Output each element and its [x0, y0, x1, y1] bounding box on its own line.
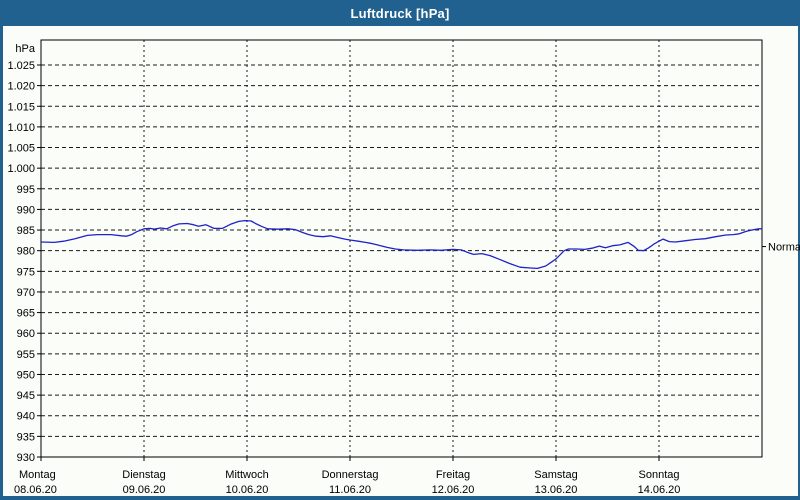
y-tick-label: 965: [17, 308, 35, 320]
x-day-label: Mittwoch: [225, 469, 268, 481]
x-day-label: Dienstag: [122, 469, 165, 481]
x-date-label: 08.06.20: [14, 484, 57, 496]
y-tick-label: 1.010: [7, 122, 35, 134]
page-title: Luftdruck [hPa]: [350, 5, 450, 21]
y-tick-label: 945: [17, 390, 35, 402]
window-border-left: [0, 26, 3, 500]
plot-border: [40, 39, 763, 458]
x-day-label: Donnerstag: [322, 469, 379, 481]
window-border-bottom: [0, 496, 800, 500]
y-axis-unit-label: hPa: [15, 43, 35, 55]
y-tick-label: 990: [17, 204, 35, 216]
normal-marker-label: Normal: [768, 242, 800, 254]
y-tick-label: 1.025: [7, 60, 35, 72]
pressure-chart: 1.025 1.020 1.015 1.010 1.005 1.000 995 990 985 9…: [0, 26, 800, 500]
pressure-line-chart-svg: 1.025 1.020 1.015 1.010 1.005 1.000 995 990 985 9…: [7, 39, 800, 496]
y-tick-label: 950: [17, 369, 35, 381]
y-tick-label: 1.020: [7, 81, 35, 93]
y-tick-label: 955: [17, 349, 35, 361]
y-tick-label: 935: [17, 431, 35, 443]
y-tick-label: 940: [17, 411, 35, 423]
y-tick-label: 995: [17, 184, 35, 196]
window-border-right: [798, 26, 800, 500]
x-day-label: Sonntag: [639, 469, 680, 481]
y-tick-label: 1.015: [7, 101, 35, 113]
y-tick-label: 970: [17, 287, 35, 299]
y-tick-label: 1.000: [7, 163, 35, 175]
x-date-label: 09.06.20: [123, 484, 166, 496]
y-tick-label: 930: [17, 452, 35, 464]
y-tick-label: 985: [17, 225, 35, 237]
x-date-label: 10.06.20: [226, 484, 269, 496]
x-date-label: 11.06.20: [329, 484, 371, 496]
x-day-label: Montag: [19, 469, 56, 481]
titlebar: Luftdruck [hPa]: [0, 0, 800, 26]
y-tick-label: 960: [17, 328, 35, 340]
y-tick-label: 980: [17, 246, 35, 258]
pressure-series-line: [40, 219, 762, 270]
x-date-label: 12.06.20: [432, 484, 475, 496]
x-day-label: Samstag: [534, 469, 577, 481]
y-tick-label: 1.005: [7, 143, 35, 155]
x-day-label: Freitag: [436, 469, 470, 481]
y-tick-label: 975: [17, 266, 35, 278]
x-date-label: 14.06.20: [638, 484, 681, 496]
x-date-label: 13.06.20: [535, 484, 578, 496]
